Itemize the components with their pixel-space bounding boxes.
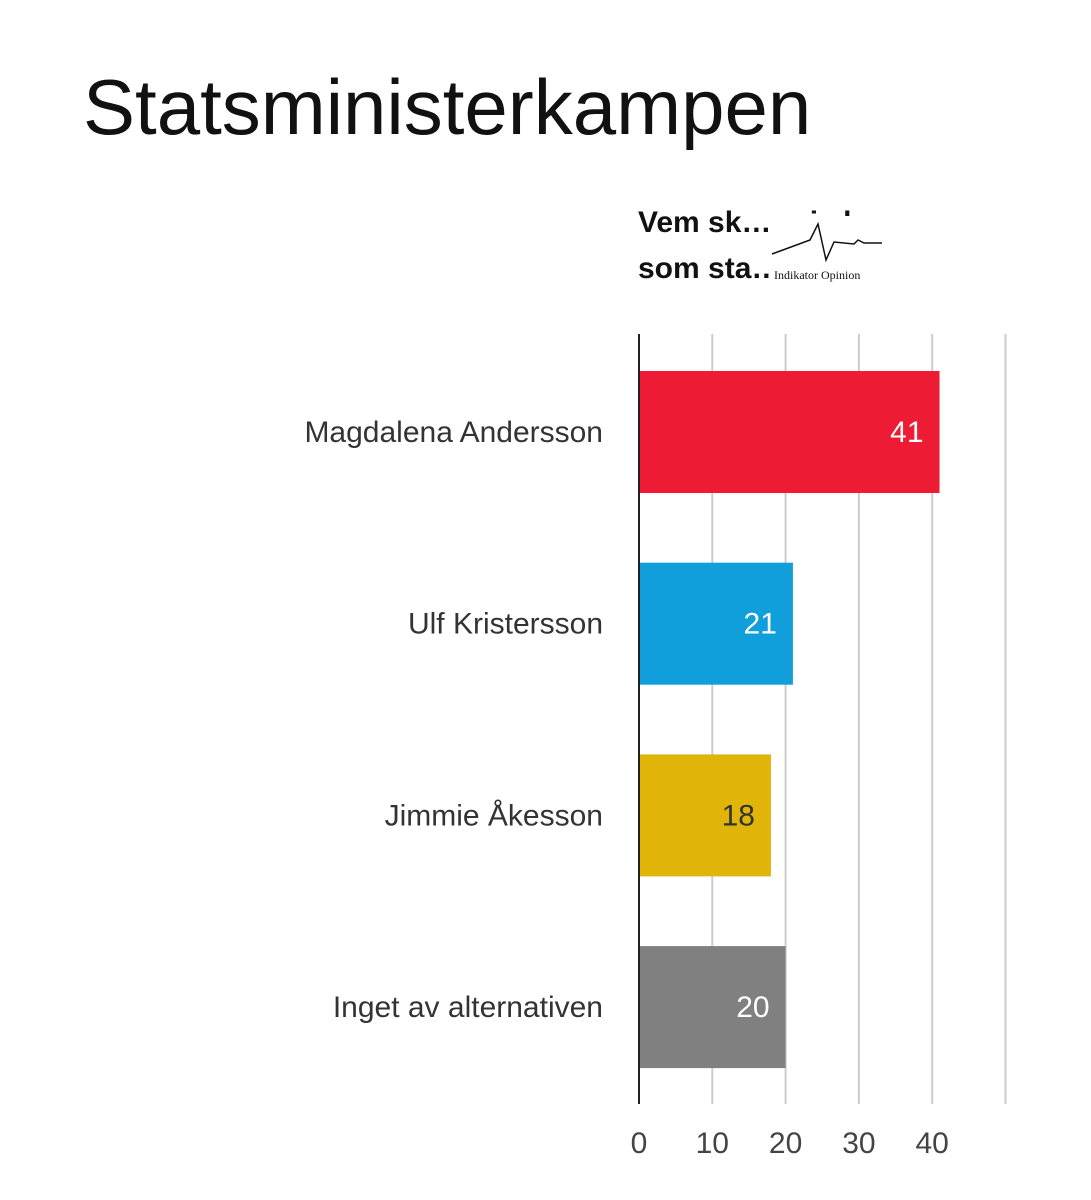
pulse-line-icon: [771, 221, 882, 263]
bar-value-label-3: 20: [736, 991, 769, 1024]
category-label-2: Jimmie Åkesson: [385, 799, 603, 832]
x-tick-label-20: 20: [769, 1127, 802, 1160]
category-label-3: Inget av alternativen: [333, 991, 603, 1024]
bar-value-label-1: 21: [744, 608, 777, 641]
indikator-opinion-logo: Indikator Opinion: [770, 216, 888, 288]
x-tick-label-30: 30: [842, 1127, 875, 1160]
bar-value-label-0: 41: [890, 416, 923, 449]
x-tick-label-10: 10: [696, 1127, 729, 1160]
logo-text: Indikator Opinion: [774, 268, 861, 282]
bar-3: [639, 946, 786, 1069]
bar-2: [639, 754, 771, 877]
bar-value-label-2: 18: [722, 799, 755, 832]
x-tick-label-0: 0: [631, 1127, 648, 1160]
category-label-1: Ulf Kristersson: [408, 608, 603, 641]
category-label-0: Magdalena Andersson: [304, 416, 603, 449]
page-title: Statsministerkampen: [83, 63, 812, 151]
x-tick-label-40: 40: [916, 1127, 949, 1160]
bar-0: [639, 371, 940, 493]
bar-1: [639, 562, 793, 685]
